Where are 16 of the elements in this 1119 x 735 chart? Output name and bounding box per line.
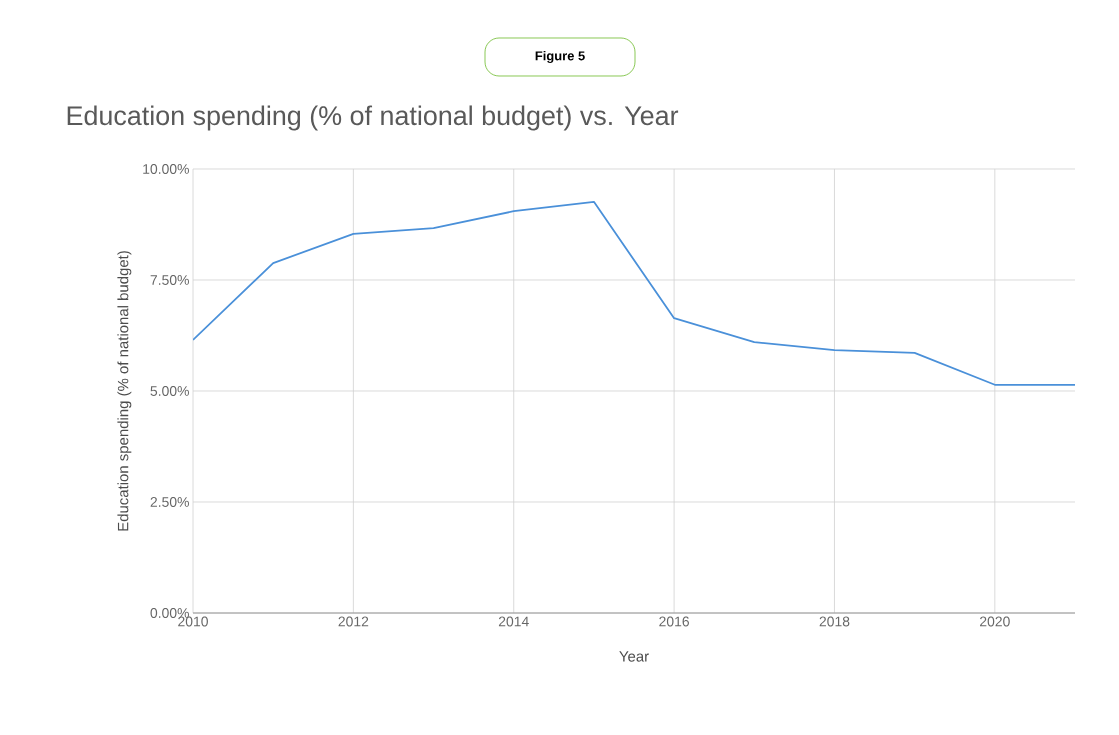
y-tick-label: 5.00%: [150, 386, 189, 396]
caption: Figure 5: [535, 50, 585, 64]
x-tick-label: 2010: [178, 616, 208, 627]
x-tick-label: 2012: [338, 616, 369, 627]
chart-title: Education spending (% of national budget) vs. Year: [67, 105, 679, 131]
y-tick-label: 0.00%: [150, 608, 189, 618]
x-axis-title: Year: [619, 651, 649, 662]
y-tick-label: 10.00%: [143, 164, 189, 174]
y-tick-label: 7.50%: [150, 275, 189, 285]
line-series: [193, 200, 1076, 386]
y-tick-label: 2.50%: [150, 497, 189, 507]
x-tick-label: 2018: [819, 616, 850, 627]
x-tick-label: 2016: [659, 616, 689, 627]
x-tick-label: 2020: [980, 616, 1010, 627]
y-axis-title: Education spending (% of national budget): [117, 251, 132, 531]
x-tick-label: 2014: [498, 616, 529, 627]
